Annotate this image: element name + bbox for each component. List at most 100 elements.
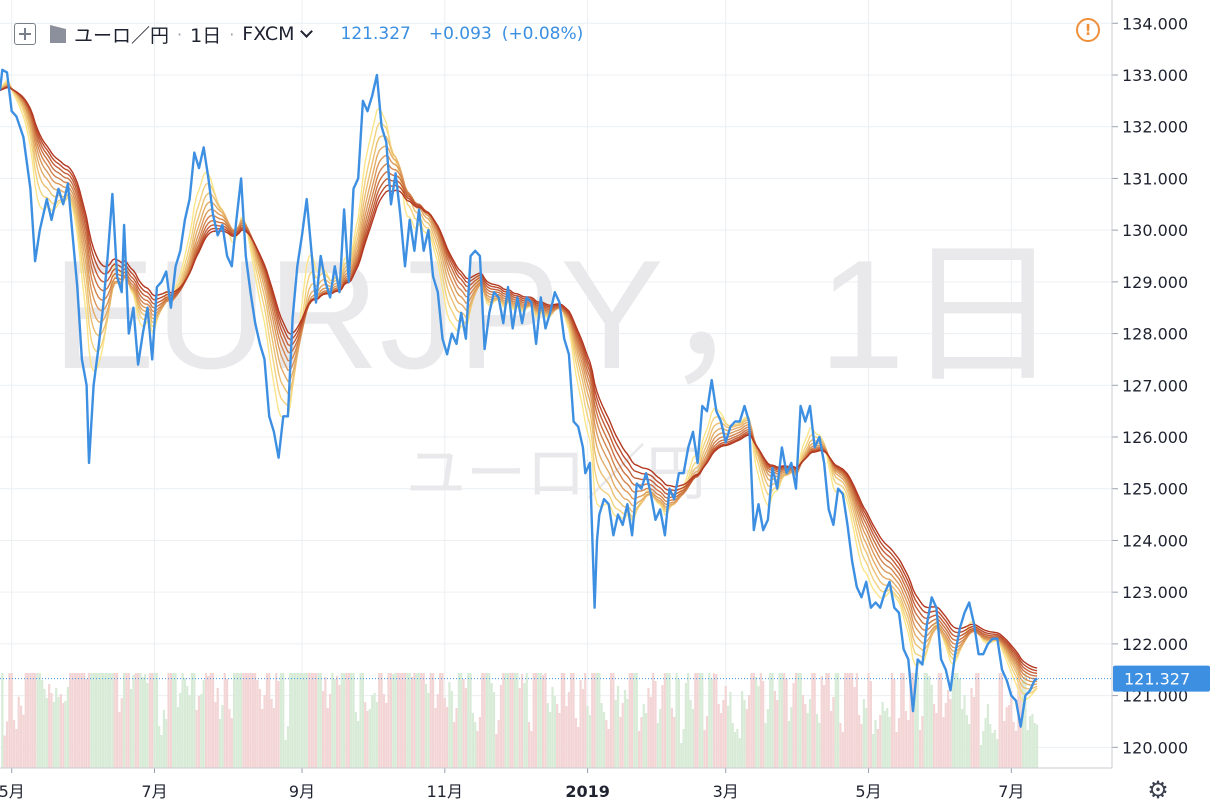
volume-bar: [333, 679, 336, 768]
volume-bar: [478, 717, 482, 768]
volume-bar: [712, 673, 716, 768]
volume-bar: [303, 673, 306, 768]
volume-bar: [773, 691, 776, 768]
volume-bar: [890, 673, 894, 768]
symbol-name[interactable]: ユーロ／円: [74, 24, 170, 47]
volume-bar: [399, 673, 402, 768]
volume-bar: [460, 673, 463, 768]
volume-bar: [251, 673, 254, 768]
volume-bar: [328, 694, 332, 768]
volume-bar: [87, 673, 91, 768]
volume-bar: [600, 703, 603, 768]
volume-bar: [909, 673, 912, 768]
volume-bar: [57, 697, 60, 768]
volume-bar: [879, 715, 882, 768]
time-axis[interactable]: 5月 7月 9月 11月 2019 3月 5月 7月: [0, 767, 1112, 801]
volume-bar: [623, 690, 627, 768]
volume-bar: [410, 677, 414, 768]
volume-bar: [558, 713, 561, 768]
volume-bar: [122, 673, 126, 768]
volume-bar: [235, 673, 238, 768]
price-series: [0, 68, 1038, 728]
volume-bar: [836, 673, 840, 768]
volume-bar: [338, 685, 341, 768]
volume-bar: [10, 673, 13, 768]
volume-bar: [535, 673, 538, 768]
volume-bar: [511, 673, 514, 768]
volume-bar: [736, 729, 739, 768]
volume-bar: [69, 673, 72, 768]
x-tick-label: 9月: [289, 782, 315, 801]
volume-bar: [764, 723, 767, 768]
volume-bar: [914, 673, 917, 768]
volume-bar: [345, 673, 348, 768]
volume-bar: [954, 673, 957, 768]
volume-bar: [563, 673, 566, 768]
volume-bar: [787, 721, 791, 768]
volume-bar: [595, 673, 599, 768]
volume-bar: [799, 673, 802, 768]
interval-label[interactable]: 1日: [190, 24, 222, 47]
chevron-down-icon[interactable]: [299, 24, 313, 38]
volume-bar: [752, 673, 755, 768]
volume-bar: [947, 690, 950, 768]
volume-bar: [129, 689, 133, 768]
volume-bar: [848, 673, 851, 768]
volume-bar: [319, 673, 322, 768]
volume-bar: [921, 716, 924, 768]
volume-bar: [153, 673, 156, 768]
volume-bar: [670, 708, 673, 768]
last-price-label-bg: [1113, 665, 1210, 692]
volume-bar: [598, 673, 601, 768]
x-tick-label: 5月: [855, 782, 881, 801]
volume-bar: [457, 673, 460, 768]
volume-bar: [509, 673, 512, 768]
price-axis[interactable]: 120.000121.000122.000123.000124.000125.0…: [1111, 0, 1188, 768]
alert-icon[interactable]: !: [1076, 18, 1100, 42]
volume-bar: [652, 673, 655, 768]
plus-square-icon[interactable]: [14, 23, 36, 45]
volume-bar: [626, 699, 629, 768]
volume-bar: [759, 673, 762, 768]
volume-bar: [146, 683, 149, 768]
volume-bar: [996, 739, 999, 768]
volume-bar: [523, 683, 526, 768]
volume-bar: [8, 673, 11, 768]
volume-bar: [822, 685, 826, 768]
volume-bar: [743, 700, 746, 768]
volume-bar: [291, 673, 294, 768]
volume-bar: [446, 707, 449, 768]
volume-bar: [872, 734, 875, 768]
volume-bar: [935, 713, 938, 768]
volume-bar: [247, 673, 250, 768]
volume-bar: [567, 692, 570, 768]
x-tick-label: 5月: [0, 782, 25, 801]
volume-bar: [284, 740, 287, 768]
volume-bar: [951, 673, 954, 768]
volume-bar: [343, 673, 346, 768]
volume-bar: [1010, 691, 1013, 768]
volume-bar: [818, 723, 821, 768]
volume-bar: [431, 673, 435, 768]
price-change: +0.093: [428, 24, 492, 44]
volume-bar: [855, 673, 858, 768]
volume-bar: [588, 715, 592, 768]
volume-bar: [565, 706, 568, 768]
volume-bar: [401, 673, 404, 768]
volume-bar: [453, 722, 456, 768]
volume-bar: [55, 688, 58, 768]
volume-bar: [394, 673, 397, 768]
gear-icon[interactable]: ⚙: [1147, 776, 1169, 804]
volume-bar: [289, 673, 292, 768]
volume-bar: [141, 677, 144, 768]
volume-bar: [556, 704, 559, 768]
volume-bar: [1017, 673, 1020, 768]
data-source[interactable]: FXCM: [242, 23, 295, 45]
volume-bar: [586, 706, 589, 768]
volume-bar: [513, 673, 517, 768]
volume-bar: [968, 724, 971, 768]
volume-bar: [300, 673, 304, 768]
volume-bar: [186, 686, 189, 768]
flag-icon[interactable]: [50, 25, 66, 43]
